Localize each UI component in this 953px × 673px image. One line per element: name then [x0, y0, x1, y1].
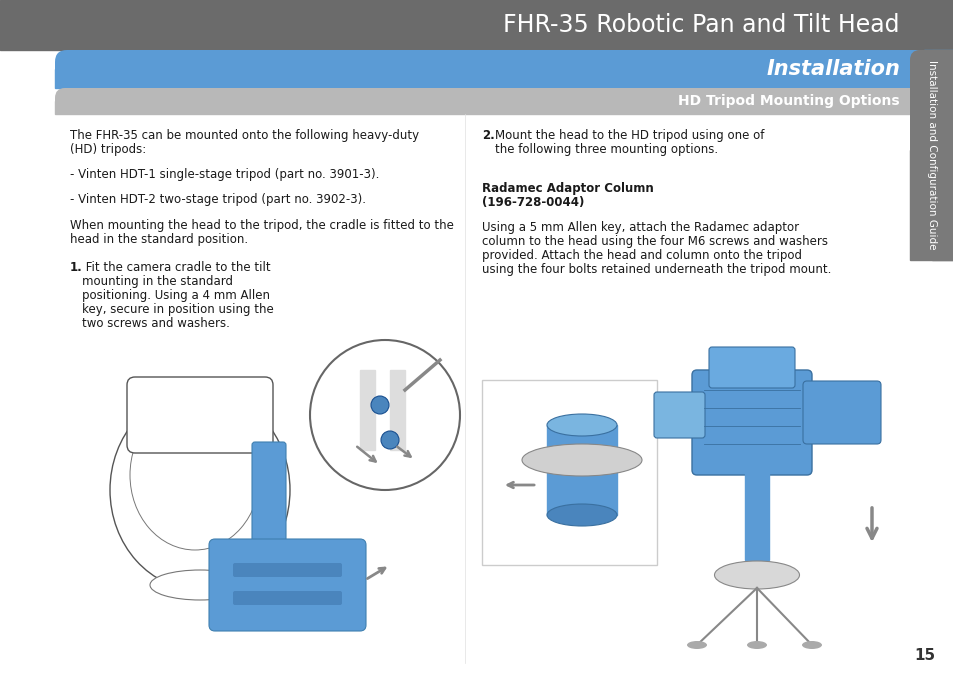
- Ellipse shape: [110, 390, 290, 590]
- Bar: [931, 50, 953, 260]
- FancyBboxPatch shape: [909, 50, 953, 260]
- Ellipse shape: [546, 504, 617, 526]
- Text: head in the standard position.: head in the standard position.: [70, 233, 248, 246]
- Text: 2.: 2.: [481, 129, 495, 142]
- Text: (196-728-0044): (196-728-0044): [481, 197, 584, 209]
- Bar: [909, 150, 953, 260]
- Text: Installation: Installation: [765, 59, 899, 79]
- FancyBboxPatch shape: [654, 392, 704, 438]
- FancyBboxPatch shape: [691, 370, 811, 475]
- Circle shape: [380, 431, 398, 449]
- Ellipse shape: [714, 561, 799, 589]
- Ellipse shape: [546, 414, 617, 436]
- Bar: [55, 69, 953, 88]
- Text: provided. Attach the head and column onto the tripod: provided. Attach the head and column ont…: [481, 250, 801, 262]
- Text: Fit the camera cradle to the tilt: Fit the camera cradle to the tilt: [82, 260, 271, 274]
- FancyBboxPatch shape: [55, 88, 953, 114]
- FancyBboxPatch shape: [233, 563, 341, 577]
- Ellipse shape: [801, 641, 821, 649]
- Bar: [55, 101, 953, 114]
- Text: Radamec Adaptor Column: Radamec Adaptor Column: [481, 182, 653, 195]
- FancyBboxPatch shape: [55, 50, 953, 88]
- Text: key, secure in position using the: key, secure in position using the: [82, 303, 274, 316]
- Text: - Vinten HDT-1 single-stage tripod (part no. 3901-3).: - Vinten HDT-1 single-stage tripod (part…: [70, 168, 379, 181]
- Text: HD Tripod Mounting Options: HD Tripod Mounting Options: [678, 94, 899, 108]
- Text: column to the head using the four M6 screws and washers: column to the head using the four M6 scr…: [481, 236, 827, 248]
- Text: Mount the head to the HD tripod using one of: Mount the head to the HD tripod using on…: [495, 129, 763, 142]
- Circle shape: [371, 396, 389, 414]
- Ellipse shape: [150, 570, 250, 600]
- Bar: [359, 370, 375, 450]
- Text: two screws and washers.: two screws and washers.: [82, 316, 230, 330]
- Text: the following three mounting options.: the following three mounting options.: [495, 143, 718, 156]
- Bar: [661, 295, 896, 660]
- Text: - Vinten HDT-2 two-stage tripod (part no. 3902-3).: - Vinten HDT-2 two-stage tripod (part no…: [70, 193, 366, 207]
- Bar: [390, 370, 405, 450]
- Ellipse shape: [686, 641, 706, 649]
- Bar: [923, 50, 953, 88]
- Text: Installation and Configuration Guide: Installation and Configuration Guide: [926, 61, 936, 250]
- Text: 15: 15: [914, 647, 935, 662]
- Text: 1.: 1.: [70, 260, 83, 274]
- Text: positioning. Using a 4 mm Allen: positioning. Using a 4 mm Allen: [82, 289, 270, 302]
- FancyBboxPatch shape: [252, 442, 286, 578]
- Ellipse shape: [130, 400, 260, 550]
- FancyBboxPatch shape: [233, 591, 341, 605]
- Text: The FHR-35 can be mounted onto the following heavy-duty: The FHR-35 can be mounted onto the follo…: [70, 129, 418, 142]
- Bar: [481, 380, 657, 565]
- Bar: [546, 425, 617, 515]
- Text: (HD) tripods:: (HD) tripods:: [70, 143, 146, 156]
- FancyBboxPatch shape: [127, 377, 273, 453]
- Bar: [933, 88, 953, 114]
- Text: When mounting the head to the tripod, the cradle is fitted to the: When mounting the head to the tripod, th…: [70, 219, 454, 232]
- Ellipse shape: [746, 641, 766, 649]
- Ellipse shape: [521, 444, 641, 476]
- FancyBboxPatch shape: [209, 539, 366, 631]
- Text: using the four bolts retained underneath the tripod mount.: using the four bolts retained underneath…: [481, 263, 830, 277]
- Bar: [70, 305, 459, 635]
- Bar: [744, 470, 768, 560]
- Bar: [0, 0, 953, 50]
- FancyBboxPatch shape: [802, 381, 880, 444]
- Text: mounting in the standard: mounting in the standard: [82, 275, 233, 287]
- Bar: [55, 114, 909, 673]
- Text: Using a 5 mm Allen key, attach the Radamec adaptor: Using a 5 mm Allen key, attach the Radam…: [481, 221, 799, 234]
- FancyBboxPatch shape: [708, 347, 794, 388]
- Text: FHR-35 Robotic Pan and Tilt Head: FHR-35 Robotic Pan and Tilt Head: [503, 13, 899, 37]
- Circle shape: [310, 340, 459, 490]
